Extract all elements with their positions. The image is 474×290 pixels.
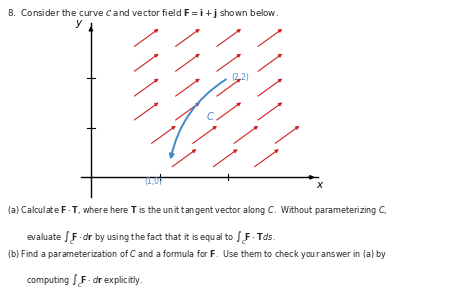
Text: (a) Calculate $\mathbf{F} \cdot \mathbf{T}$, where here $\mathbf{T}$ is the unit: (a) Calculate $\mathbf{F} \cdot \mathbf{…: [7, 204, 388, 218]
Text: (1,0): (1,0): [145, 177, 163, 186]
Text: computing $\int_C \mathbf{F} \cdot d\mathbf{r}$ explicitly.: computing $\int_C \mathbf{F} \cdot d\mat…: [26, 272, 143, 289]
Text: y: y: [75, 18, 82, 28]
Text: (2,2): (2,2): [231, 73, 249, 82]
Text: (b) Find a parameterization of $C$ and a formula for $\mathbf{F}$.  Use them to : (b) Find a parameterization of $C$ and a…: [7, 248, 388, 261]
Text: evaluate $\int_C \!\mathbf{F} \cdot d\mathbf{r}$ by using the fact that it is eq: evaluate $\int_C \!\mathbf{F} \cdot d\ma…: [26, 229, 276, 246]
Text: C: C: [206, 112, 213, 122]
Text: x: x: [316, 180, 322, 190]
Text: 8.  Consider the curve $\mathcal{C}$ and vector field $\mathbf{F} = \mathbf{i} +: 8. Consider the curve $\mathcal{C}$ and …: [7, 7, 279, 20]
